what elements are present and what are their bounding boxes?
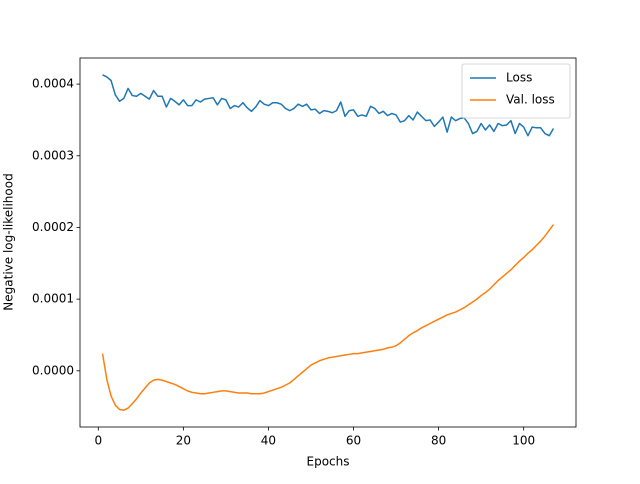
x-tick-label: 40 [261,434,276,448]
y-tick-label: 0.0004 [32,77,74,91]
y-tick-label: 0.0002 [32,220,74,234]
legend-label: Val. loss [506,93,555,107]
x-tick-label: 60 [346,434,361,448]
x-tick-label: 0 [94,434,102,448]
series-line [102,74,555,137]
axes-frame [79,57,577,428]
x-tick-label: 20 [176,434,191,448]
y-axis-label: Negative log-likelihood [2,173,16,310]
y-tick-label: 0.0003 [32,148,74,162]
x-axis-label: Epochs [307,455,350,469]
legend-label: Loss [506,71,532,85]
series-line [101,224,555,411]
y-tick-label: 0.0001 [32,292,74,306]
y-tick-label: 0.0000 [32,363,74,377]
x-tick-label: 80 [431,434,446,448]
x-tick-label: 100 [512,434,535,448]
